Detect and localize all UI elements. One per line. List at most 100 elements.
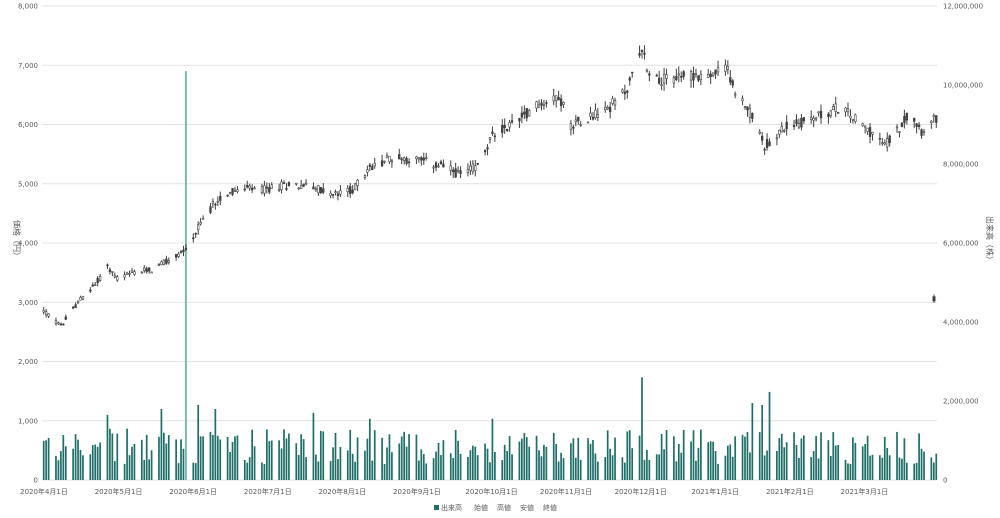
- volume-bar: [545, 446, 548, 480]
- candle-body: [778, 129, 781, 135]
- volume-bar: [675, 461, 678, 480]
- candle-body: [741, 98, 744, 101]
- volume-bar: [538, 450, 540, 480]
- volume-bar: [798, 457, 800, 480]
- candle-body: [751, 112, 754, 119]
- x-tick-label: 2020年7月1日: [244, 487, 292, 496]
- volume-bar: [440, 455, 442, 480]
- candle-body: [903, 115, 906, 124]
- volume-bar: [140, 439, 143, 480]
- candle-body: [819, 110, 823, 119]
- volume-bar: [457, 440, 459, 480]
- candle-body: [716, 67, 720, 73]
- volume-bar: [474, 446, 477, 480]
- volume-bar: [673, 436, 675, 480]
- volume-bar: [177, 463, 180, 480]
- volume-bar: [820, 432, 822, 480]
- volume-bar: [391, 452, 393, 480]
- candle-body: [113, 275, 116, 278]
- volume-bar: [597, 461, 599, 480]
- candle-body: [265, 186, 268, 189]
- candle-body: [471, 163, 474, 172]
- candle-body: [535, 101, 538, 109]
- candle-body: [228, 191, 232, 194]
- volume-bar: [400, 436, 403, 480]
- candle-body: [106, 264, 109, 267]
- candle-body: [729, 77, 732, 83]
- candle-body: [91, 284, 94, 287]
- candle-body: [606, 107, 609, 110]
- volume-bar: [881, 457, 884, 480]
- legend-item-low: 安値: [520, 503, 534, 512]
- candle-body: [89, 289, 92, 292]
- candle-body: [898, 131, 901, 133]
- volume-bar: [923, 451, 925, 480]
- volume-bar: [915, 462, 918, 480]
- volume-bar: [489, 462, 491, 480]
- candle-body: [589, 112, 592, 117]
- volume-bar: [160, 408, 163, 480]
- candle-body: [422, 157, 425, 161]
- volume-bar: [280, 448, 283, 480]
- candle-body: [525, 108, 528, 119]
- volume-bar: [776, 450, 778, 480]
- volume-bar: [236, 435, 239, 480]
- candle-body: [285, 188, 288, 190]
- candle-body: [569, 123, 573, 130]
- candle-body: [128, 273, 131, 275]
- volume-bar: [295, 443, 298, 480]
- candle-body: [913, 117, 916, 122]
- candle-body: [297, 187, 300, 190]
- candle-body: [201, 218, 205, 220]
- candle-body: [812, 118, 815, 121]
- candle-body: [145, 268, 148, 272]
- volume-bar: [905, 462, 908, 480]
- volume-bar: [283, 429, 285, 480]
- candle-body: [797, 123, 801, 128]
- candle-body: [594, 109, 597, 118]
- candle-body: [319, 187, 322, 194]
- candle-body: [648, 73, 651, 76]
- candle-body: [591, 116, 595, 120]
- volume-bar: [920, 448, 923, 480]
- volume-bar: [167, 435, 170, 480]
- volume-bar: [864, 443, 867, 480]
- x-tick-label: 2020年11月1日: [540, 487, 592, 496]
- candle-body: [420, 157, 423, 161]
- volume-bar: [126, 428, 128, 480]
- candle-body: [329, 192, 332, 197]
- volume-bar: [592, 440, 594, 480]
- candle-body: [552, 95, 555, 102]
- volume-bar: [113, 461, 116, 480]
- volume-bar: [459, 453, 462, 480]
- candle-body: [469, 165, 472, 171]
- volume-bar: [609, 448, 611, 480]
- candle-body: [572, 126, 575, 129]
- candle-body: [184, 247, 188, 250]
- right-tick-label: 2,000,000: [943, 398, 979, 406]
- candle-body: [832, 106, 835, 111]
- volume-bar: [368, 418, 371, 480]
- volume-bar: [265, 429, 268, 480]
- candle-body: [280, 181, 283, 190]
- candle-body: [623, 91, 626, 95]
- volume-bar: [817, 458, 820, 480]
- candle-body: [182, 249, 185, 253]
- candle-body: [724, 64, 727, 72]
- volume-bar: [646, 450, 648, 480]
- right-axis-title: 出来高（株）: [985, 216, 995, 264]
- candle-body: [631, 71, 634, 74]
- volume-bar: [854, 442, 857, 480]
- volume-bar: [373, 430, 376, 480]
- candle-body: [846, 108, 850, 113]
- candle-body: [312, 186, 315, 190]
- candle-body: [692, 73, 695, 81]
- candle-body: [268, 187, 271, 193]
- candle-body: [437, 165, 440, 168]
- candle-body: [915, 123, 918, 127]
- volume-bar: [288, 433, 290, 480]
- volume-bar: [552, 432, 555, 480]
- volume-bar: [847, 463, 849, 480]
- candle-body: [866, 127, 869, 132]
- candle-body: [537, 104, 541, 108]
